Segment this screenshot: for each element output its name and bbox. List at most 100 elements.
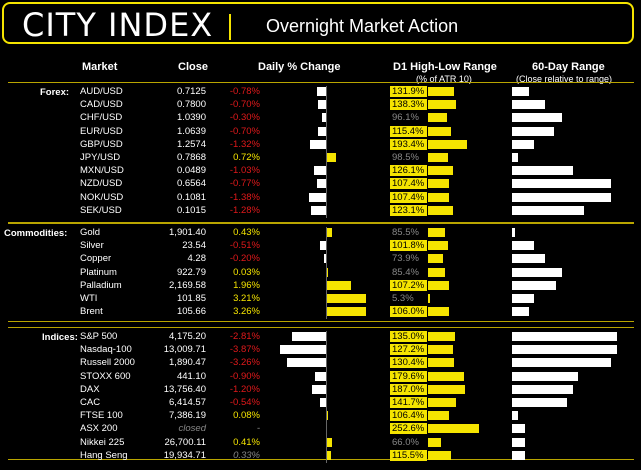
range-value: 138.3% xyxy=(392,99,425,111)
table-row[interactable]: ASX 200 closed - xyxy=(0,423,641,434)
market-name: CAC xyxy=(80,397,101,408)
range-bar xyxy=(428,294,430,303)
sixty-day-bar xyxy=(512,254,545,264)
range-bar xyxy=(428,267,446,277)
sixty-day-bar xyxy=(512,113,562,123)
sixty-day-bar xyxy=(512,192,611,202)
table-row[interactable]: CHF/USD 1.0390 -0.30% xyxy=(0,112,641,123)
market-name: MXN/USD xyxy=(80,165,124,177)
sixty-day-bar xyxy=(512,280,556,290)
pct-change: -3.26% xyxy=(229,357,260,369)
range-value: 131.9% xyxy=(392,86,425,97)
section-label: Indices: xyxy=(42,332,78,343)
market-name: GBP/USD xyxy=(80,138,123,150)
market-name: CAD/USD xyxy=(80,99,123,111)
range-label-bg xyxy=(390,449,427,461)
table-row[interactable]: S&P 500 4,175.20 -2.81% xyxy=(0,331,641,342)
market-name: Palladium xyxy=(80,279,122,291)
range-label-bg xyxy=(390,240,427,252)
table-row[interactable]: Platinum 922.79 0.03% xyxy=(0,267,641,278)
table-row[interactable]: CAC 6,414.57 -0.54% xyxy=(0,397,641,408)
market-name: WTI xyxy=(80,293,98,304)
range-bar xyxy=(428,87,455,96)
table-row[interactable]: Palladium 2,169.58 1.96% xyxy=(0,280,641,291)
col-range-sub: (% of ATR 10) xyxy=(416,74,472,84)
range-value: 115.5% xyxy=(392,449,424,461)
range-bar xyxy=(428,254,443,264)
table-row[interactable]: AUD/USD 0.7125 -0.78% xyxy=(0,86,641,97)
table-row[interactable]: Silver 23.54 -0.51% xyxy=(0,240,641,251)
table-row[interactable]: STOXX 600 441.10 -0.90% xyxy=(0,371,641,382)
range-bar xyxy=(428,384,466,394)
daily-change-bar xyxy=(310,139,326,149)
table-row[interactable]: MXN/USD 0.0489 -1.03% xyxy=(0,165,641,176)
range-value: 101.8% xyxy=(392,240,425,252)
market-name: EUR/USD xyxy=(80,125,123,137)
table-row[interactable]: DAX 13,756.40 -1.20% xyxy=(0,384,641,395)
close-value: 13,756.40 xyxy=(163,383,206,395)
pct-change: -0.51% xyxy=(229,240,260,252)
table-row[interactable]: Hang Seng 19,934.71 0.33% xyxy=(0,450,641,461)
table-row[interactable]: SEK/USD 0.1015 -1.28% xyxy=(0,205,641,216)
range-bar xyxy=(428,345,454,355)
pct-change: -3.87% xyxy=(229,344,260,356)
range-label-bg xyxy=(390,125,427,137)
market-name: Brent xyxy=(80,306,103,318)
table-row[interactable]: CAD/USD 0.7800 -0.70% xyxy=(0,99,641,110)
header-banner: CITY INDEX Overnight Market Action xyxy=(2,2,634,44)
daily-zero-line xyxy=(326,86,327,218)
daily-zero-line xyxy=(326,227,327,320)
close-value: 105.66 xyxy=(176,306,206,318)
table-row[interactable]: Copper 4.28 -0.20% xyxy=(0,253,641,264)
table-row[interactable]: WTI 101.85 3.21% xyxy=(0,293,641,304)
table-row[interactable]: NOK/USD 0.1081 -1.38% xyxy=(0,192,641,203)
pct-change: -0.20% xyxy=(229,253,260,265)
pct-change: 0.43% xyxy=(233,227,260,238)
table-row[interactable]: JPY/USD 0.7868 0.72% xyxy=(0,152,641,163)
market-name: ASX 200 xyxy=(80,423,118,435)
close-value: 7,386.19 xyxy=(169,410,206,422)
sixty-day-bar xyxy=(512,126,554,136)
market-name: CHF/USD xyxy=(80,112,123,124)
range-bar xyxy=(428,100,456,110)
table-row[interactable]: Gold 1,901.40 0.43% xyxy=(0,227,641,238)
pct-change: -0.30% xyxy=(229,112,260,124)
sixty-day-bar xyxy=(512,228,515,237)
sixty-day-bar xyxy=(512,411,518,421)
daily-zero-line xyxy=(326,331,327,463)
table-row[interactable]: Russell 2000 1,890.47 -3.26% xyxy=(0,357,641,368)
range-value: 107.4% xyxy=(392,178,425,190)
close-value: 13,009.71 xyxy=(163,344,206,356)
range-bar xyxy=(428,205,453,215)
pct-change: 0.08% xyxy=(233,410,260,422)
table-row[interactable]: Nasdaq-100 13,009.71 -3.87% xyxy=(0,344,641,355)
close-value: 1.2574 xyxy=(176,138,206,150)
range-value: 127.2% xyxy=(392,344,425,356)
pct-change: -0.78% xyxy=(229,86,260,97)
table-row[interactable]: GBP/USD 1.2574 -1.32% xyxy=(0,139,641,150)
table-row[interactable]: NZD/USD 0.6564 -0.77% xyxy=(0,178,641,189)
table-row[interactable]: EUR/USD 1.0639 -0.70% xyxy=(0,126,641,137)
range-value: 96.1% xyxy=(392,112,419,124)
pct-change: - xyxy=(256,423,260,435)
table-row[interactable]: Nikkei 225 26,700.11 0.41% xyxy=(0,437,641,448)
table-row[interactable]: FTSE 100 7,386.19 0.08% xyxy=(0,410,641,421)
market-name: Russell 2000 xyxy=(80,357,135,369)
sixty-day-bar xyxy=(512,358,611,368)
sixty-day-bar xyxy=(512,437,525,447)
pct-change: -1.38% xyxy=(229,191,260,203)
col-sixty: 60-Day Range xyxy=(532,61,605,73)
daily-change-bar xyxy=(279,345,326,355)
close-value: 4.28 xyxy=(187,253,207,265)
range-label-bg xyxy=(390,178,427,190)
range-value: 106.0% xyxy=(392,306,425,318)
daily-change-bar xyxy=(315,371,326,381)
daily-change-bar xyxy=(286,358,326,368)
close-value: 23.54 xyxy=(182,240,206,252)
market-name: Hang Seng xyxy=(80,449,128,461)
table-row[interactable]: Brent 105.66 3.26% xyxy=(0,306,641,317)
daily-change-bar xyxy=(327,153,336,162)
range-value: 126.1% xyxy=(392,165,425,177)
range-value: 66.0% xyxy=(392,436,419,448)
sixty-day-bar xyxy=(512,179,611,189)
